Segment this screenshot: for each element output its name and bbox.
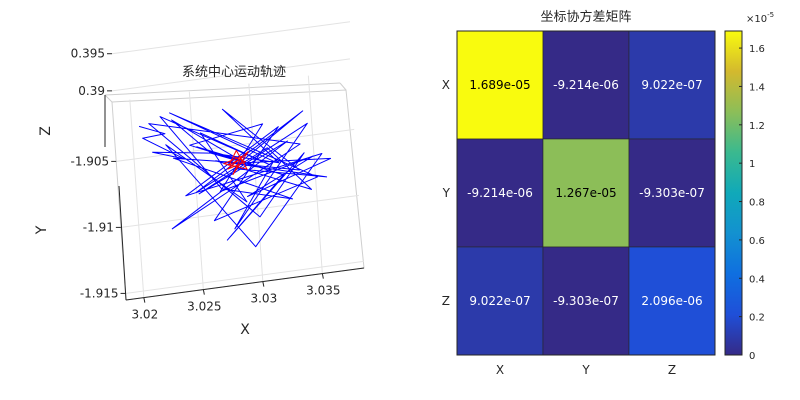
y-axis-line	[118, 185, 127, 301]
heatmap-x-label: X	[496, 363, 504, 377]
x-tick-mark	[143, 297, 146, 303]
back-edge-left	[104, 94, 113, 103]
x-axis-line	[125, 267, 365, 301]
heatmap-frame	[456, 30, 716, 356]
heatmap-cell	[542, 138, 630, 248]
x-tick-label: 3.03	[250, 292, 277, 306]
trajectory-center-series-line	[223, 150, 249, 175]
heatmap-title: 坐标协方差矩阵	[540, 9, 631, 25]
x-grid-line	[307, 75, 323, 274]
heatmap-cell	[456, 30, 544, 140]
y-tick-label: -1.915	[80, 286, 119, 300]
colorbar-tick-label: 0.6	[749, 236, 765, 247]
heatmap-cell-value: 9.022e-07	[641, 78, 702, 92]
z-tick-label: 0.395	[71, 47, 105, 61]
trajectory-chart: 3.02 3.025 3.03 3.035 -1.905 -1.91 -1.915 0.395…	[34, 21, 365, 338]
x-tick-mark	[202, 289, 205, 295]
heatmap-cell	[542, 246, 630, 356]
colorbar-tick-label: 0.4	[749, 274, 765, 285]
covariance-heatmap: 坐标协方差矩阵 1.689e-05 -9.214e-06 9.022e-07 -9.2…	[442, 9, 774, 377]
y-tick-label: -1.91	[83, 220, 114, 234]
heatmap-cell	[628, 138, 716, 248]
heatmap-y-label: X	[442, 78, 450, 92]
x-tick-label: 3.035	[306, 284, 340, 298]
y-grid-line	[125, 260, 364, 294]
heatmap-cell-value: -9.303e-07	[553, 294, 619, 308]
heatmap-axis-labels: X Y Z X Y Z	[442, 78, 676, 377]
x-tick-mark	[262, 281, 265, 287]
colorbar-tick-label: 1.2	[749, 121, 765, 132]
chart-title: 系统中心运动轨迹	[182, 65, 286, 80]
heatmap-cell	[628, 246, 716, 356]
trajectory-lines	[138, 108, 332, 248]
trajectory-series-line	[138, 108, 332, 248]
x-tick-mark	[321, 273, 324, 279]
colorbar-tick-label: 0.8	[749, 198, 765, 209]
colorbar: ×10-5 0 0.2 0.4 0.6 0.8 1 1.2 1.4 1.6	[724, 11, 774, 362]
colorbar-tick-label: 0.2	[749, 313, 765, 324]
heatmap-cell-value: 1.267e-05	[555, 186, 616, 200]
heatmap-y-label: Z	[442, 294, 450, 308]
back-edge-right	[339, 82, 347, 91]
heatmap-cell-value: 2.096e-06	[641, 294, 702, 308]
heatmap-cell-value: -9.214e-06	[467, 186, 533, 200]
x-axis-label: X	[240, 322, 250, 338]
heatmap-y-label: Y	[442, 186, 451, 200]
tick-marks: 3.02 3.025 3.03 3.035 -1.905 -1.91 -1.915 0.395…	[71, 47, 341, 322]
heatmap-cell-value: 9.022e-07	[469, 294, 530, 308]
x-grid-line	[248, 83, 264, 282]
heatmap-cell-value: -9.303e-07	[639, 186, 705, 200]
heatmap-cell-value: -9.214e-06	[553, 78, 619, 92]
colorbar-tick-label: 1.6	[749, 44, 765, 55]
colorbar-tick-label: 0	[749, 351, 755, 362]
colorbar-ticks: 0 0.2 0.4 0.6 0.8 1 1.2 1.4 1.6	[739, 44, 765, 362]
colorbar-tick-label: 1	[749, 159, 755, 170]
heatmap-x-label: Y	[581, 363, 590, 377]
colorbar-gradient	[724, 30, 743, 356]
x-grid-line	[188, 91, 204, 290]
x-tick-label: 3.025	[187, 300, 221, 314]
heatmap-cell	[628, 30, 716, 140]
colorbar-tick-label: 1.4	[749, 82, 765, 93]
z-axis-label: Z	[38, 126, 54, 136]
back-edge-top	[104, 82, 341, 96]
heatmap-x-label: Z	[668, 363, 676, 377]
axis-lines	[104, 95, 365, 301]
z-tick-label: 0.39	[78, 84, 105, 98]
y-grid-line	[120, 194, 359, 228]
y-axis-label: Y	[34, 225, 50, 235]
x-grid-line	[129, 99, 145, 298]
z-grid-line	[111, 21, 351, 55]
z-grid-line	[111, 58, 351, 92]
heatmap-cell-value: 1.689e-05	[469, 78, 530, 92]
x-tick-label: 3.02	[131, 308, 158, 322]
heatmap-cell	[456, 138, 544, 248]
heatmap-cells: 1.689e-05 -9.214e-06 9.022e-07 -9.214e-06 1.…	[456, 30, 716, 356]
y-tick-label: -1.905	[71, 154, 110, 168]
colorbar-exponent: ×10-5	[746, 11, 774, 25]
grid-lines	[111, 21, 364, 298]
y-grid-line	[116, 128, 355, 162]
